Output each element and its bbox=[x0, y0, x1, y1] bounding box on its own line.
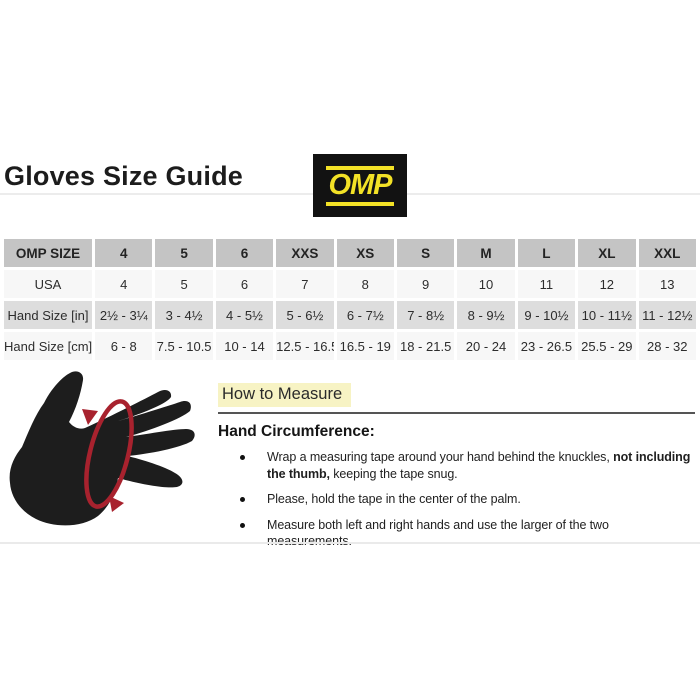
table-cell: 4 - 5½ bbox=[215, 301, 274, 329]
instruction-text: Measure both left and right hands and us… bbox=[267, 517, 609, 549]
table-cell: 10 - 11½ bbox=[578, 301, 636, 329]
table-cell: 13 bbox=[638, 270, 696, 298]
bullet-icon bbox=[240, 522, 245, 528]
logo-text: OMP bbox=[328, 168, 392, 201]
table-cell: 5 - 6½ bbox=[276, 301, 334, 329]
table-header-cell: L bbox=[517, 239, 576, 267]
table-header-cell: XL bbox=[578, 239, 636, 267]
table-header-cell: 5 bbox=[155, 239, 213, 267]
table-header-cell: OMP SIZE bbox=[4, 239, 92, 267]
measure-instruction: Please, hold the tape in the center of t… bbox=[240, 491, 697, 508]
instruction-text: keeping the tape snug. bbox=[329, 466, 458, 481]
table-cell: 18 - 21.5 bbox=[396, 332, 455, 360]
size-table: OMP SIZE 4 5 6 XXS XS S M L XL XXL USA 4… bbox=[1, 236, 699, 363]
measure-instructions-list: Wrap a measuring tape around your hand b… bbox=[218, 449, 697, 550]
table-cell: 7 - 8½ bbox=[396, 301, 455, 329]
table-header-cell: XXL bbox=[638, 239, 696, 267]
table-cell: 11 - 12½ bbox=[638, 301, 696, 329]
hand-circumference-heading: Hand Circumference: bbox=[218, 423, 375, 440]
table-cell: 6 bbox=[215, 270, 274, 298]
table-cell: 12.5 - 16.5 bbox=[276, 332, 334, 360]
table-header-cell: M bbox=[457, 239, 515, 267]
measuring-tape-loop bbox=[84, 399, 134, 509]
hand-silhouette bbox=[9, 371, 195, 526]
table-cell: 20 - 24 bbox=[457, 332, 515, 360]
table-cell: 9 - 10½ bbox=[517, 301, 576, 329]
table-cell: 7.5 - 10.5 bbox=[155, 332, 213, 360]
how-to-measure-heading: How to Measure bbox=[218, 383, 352, 407]
table-cell: 6 - 8 bbox=[95, 332, 153, 360]
table-cell: 10 bbox=[457, 270, 515, 298]
table-cell: 16.5 - 19 bbox=[336, 332, 394, 360]
table-cell: 28 - 32 bbox=[638, 332, 696, 360]
table-cell: 25.5 - 29 bbox=[578, 332, 636, 360]
logo-bottom-bar bbox=[326, 201, 394, 206]
table-cell: 10 - 14 bbox=[215, 332, 274, 360]
table-header-cell: XS bbox=[336, 239, 394, 267]
table-cell: 11 bbox=[517, 270, 576, 298]
section-divider bbox=[218, 412, 695, 414]
size-table-wrap: OMP SIZE 4 5 6 XXS XS S M L XL XXL USA 4… bbox=[1, 236, 699, 363]
table-header-row: OMP SIZE 4 5 6 XXS XS S M L XL XXL bbox=[4, 239, 696, 267]
tape-arrowhead-top bbox=[82, 409, 98, 425]
tape-arrowhead-bottom bbox=[109, 496, 124, 512]
table-cell: 12 bbox=[578, 270, 636, 298]
page-title: Gloves Size Guide bbox=[4, 161, 243, 191]
table-header-cell: 4 bbox=[95, 239, 153, 267]
table-cell: 8 bbox=[336, 270, 394, 298]
instruction-text-bold: not including the thumb, bbox=[267, 450, 691, 481]
row-label: Hand Size [in] bbox=[4, 301, 92, 329]
how-to-measure-section: How to Measure Hand Circumference: Wrap … bbox=[218, 383, 697, 559]
omp-logo: OMP bbox=[313, 154, 407, 217]
table-cell: 9 bbox=[396, 270, 455, 298]
logo-top-bar bbox=[326, 165, 394, 170]
table-header-cell: S bbox=[396, 239, 455, 267]
row-label: Hand Size [cm] bbox=[4, 332, 92, 360]
table-cell: 23 - 26.5 bbox=[517, 332, 576, 360]
measure-instruction: Measure both left and right hands and us… bbox=[240, 517, 697, 550]
table-row-usa: USA 4 5 6 7 8 9 10 11 12 13 bbox=[4, 270, 696, 298]
bullet-icon bbox=[240, 455, 245, 460]
bottom-divider bbox=[0, 542, 700, 544]
measure-instruction: Wrap a measuring tape around your hand b… bbox=[240, 449, 697, 482]
table-header-cell: 6 bbox=[215, 239, 274, 267]
table-cell: 3 - 4½ bbox=[155, 301, 213, 329]
instruction-text: Please, hold the tape in the center of t… bbox=[267, 492, 521, 506]
table-row-hand-size-in: Hand Size [in] 2½ - 3¼ 3 - 4½ 4 - 5½ 5 -… bbox=[4, 301, 696, 329]
table-row-hand-size-cm: Hand Size [cm] 6 - 8 7.5 - 10.5 10 - 14 … bbox=[4, 332, 696, 360]
hand-measure-illustration bbox=[9, 371, 195, 526]
table-cell: 7 bbox=[276, 270, 334, 298]
table-cell: 6 - 7½ bbox=[336, 301, 394, 329]
table-cell: 2½ - 3¼ bbox=[95, 301, 153, 329]
table-header-cell: XXS bbox=[276, 239, 334, 267]
table-cell: 4 bbox=[95, 270, 153, 298]
table-cell: 5 bbox=[155, 270, 213, 298]
instruction-text: Wrap a measuring tape around your hand b… bbox=[267, 450, 614, 464]
table-cell: 8 - 9½ bbox=[457, 301, 515, 329]
row-label: USA bbox=[4, 270, 92, 298]
bullet-icon bbox=[240, 497, 245, 502]
